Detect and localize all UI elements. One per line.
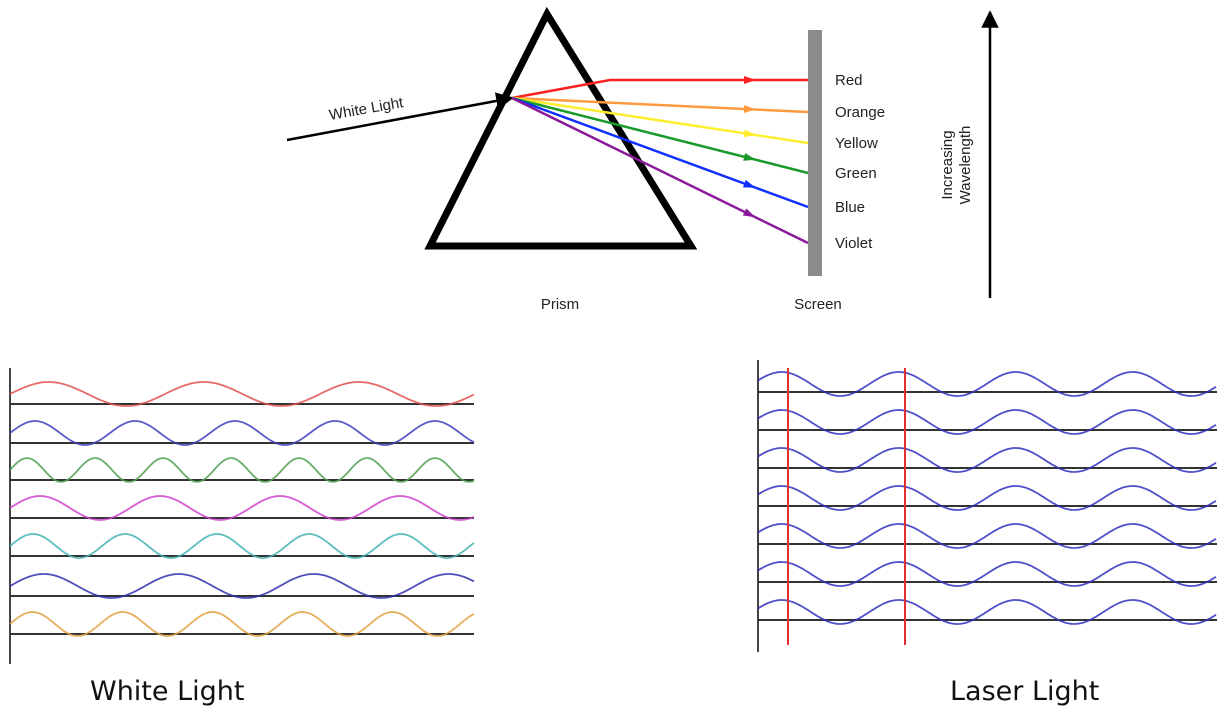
wave (757, 599, 1217, 625)
color-label: Violet (835, 235, 873, 252)
wave (9, 457, 475, 483)
caption: White Light (90, 676, 244, 707)
wave (757, 371, 1217, 397)
laser-light-waves (757, 360, 1217, 652)
wave (9, 573, 475, 599)
wave (757, 561, 1217, 587)
color-label: Yellow (835, 135, 878, 152)
ray-arrowhead (743, 152, 756, 161)
ray-arrowhead (744, 76, 756, 84)
white-light-waves (9, 368, 475, 664)
prism (424, 6, 698, 250)
ray (511, 96, 809, 145)
ray (511, 78, 808, 100)
ray-arrowhead (742, 179, 756, 188)
wave (757, 523, 1217, 549)
axis-label-line1: Increasing (939, 130, 956, 199)
axis-label-line2: Wavelength (957, 126, 974, 205)
ray (511, 96, 809, 114)
prism-label: Prism (541, 296, 579, 313)
screen (808, 30, 822, 276)
wave (9, 420, 475, 446)
incoming-light-arrow (286, 92, 514, 142)
ray (511, 96, 809, 209)
wave (757, 409, 1217, 435)
wave (9, 381, 475, 407)
wave (9, 533, 475, 559)
color-label: Red (835, 72, 863, 89)
ray-arrowhead (742, 208, 756, 218)
color-label: Blue (835, 199, 865, 216)
wave (757, 447, 1217, 473)
ray-arrowhead (743, 104, 756, 113)
wave (9, 495, 475, 521)
ray (511, 96, 809, 245)
wave (9, 611, 475, 637)
wave (757, 485, 1217, 511)
ray-arrowhead (743, 129, 756, 138)
caption: Laser Light (950, 676, 1099, 707)
ray (511, 96, 809, 175)
color-label: Orange (835, 104, 885, 121)
screen-label: Screen (794, 296, 842, 313)
color-label: Green (835, 165, 877, 182)
rays: Red Orange Yellow Green Blue Violet (511, 72, 885, 252)
